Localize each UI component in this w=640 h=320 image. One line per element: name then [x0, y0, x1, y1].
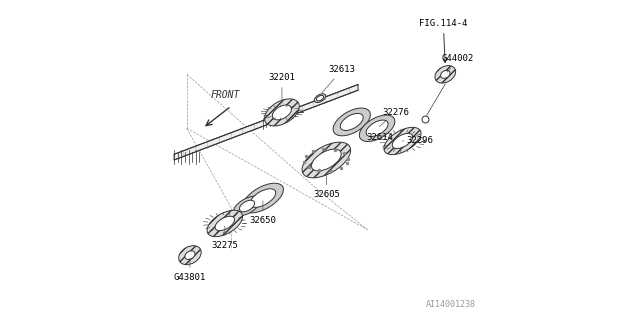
- Text: 32296: 32296: [403, 136, 433, 146]
- Text: G43801: G43801: [174, 258, 206, 282]
- Ellipse shape: [440, 70, 450, 78]
- Text: 32605: 32605: [313, 175, 340, 199]
- Ellipse shape: [273, 105, 291, 120]
- Text: 32650: 32650: [250, 201, 276, 225]
- Ellipse shape: [392, 133, 413, 148]
- Ellipse shape: [302, 142, 351, 178]
- Ellipse shape: [359, 115, 395, 141]
- Ellipse shape: [435, 66, 456, 83]
- Text: 32614: 32614: [360, 129, 394, 142]
- Ellipse shape: [366, 120, 388, 136]
- Text: 32613: 32613: [322, 65, 356, 93]
- Text: G44002: G44002: [442, 54, 474, 72]
- Ellipse shape: [340, 113, 363, 131]
- Ellipse shape: [264, 99, 300, 126]
- Ellipse shape: [316, 95, 324, 101]
- Ellipse shape: [215, 216, 235, 231]
- Ellipse shape: [185, 251, 195, 260]
- Text: FRONT: FRONT: [210, 90, 239, 100]
- Ellipse shape: [243, 183, 284, 213]
- Ellipse shape: [333, 108, 371, 136]
- Ellipse shape: [250, 189, 276, 207]
- Ellipse shape: [384, 127, 421, 155]
- Text: 32276: 32276: [380, 108, 410, 126]
- Text: FIG.114-4: FIG.114-4: [419, 19, 467, 63]
- Text: 32201: 32201: [269, 73, 296, 103]
- Text: 32275: 32275: [211, 226, 238, 250]
- Ellipse shape: [179, 246, 201, 265]
- Text: AI14001238: AI14001238: [426, 300, 476, 309]
- Ellipse shape: [314, 94, 326, 102]
- Ellipse shape: [234, 196, 260, 216]
- Polygon shape: [174, 84, 358, 160]
- Ellipse shape: [239, 200, 255, 212]
- Ellipse shape: [207, 210, 243, 237]
- Ellipse shape: [312, 149, 341, 171]
